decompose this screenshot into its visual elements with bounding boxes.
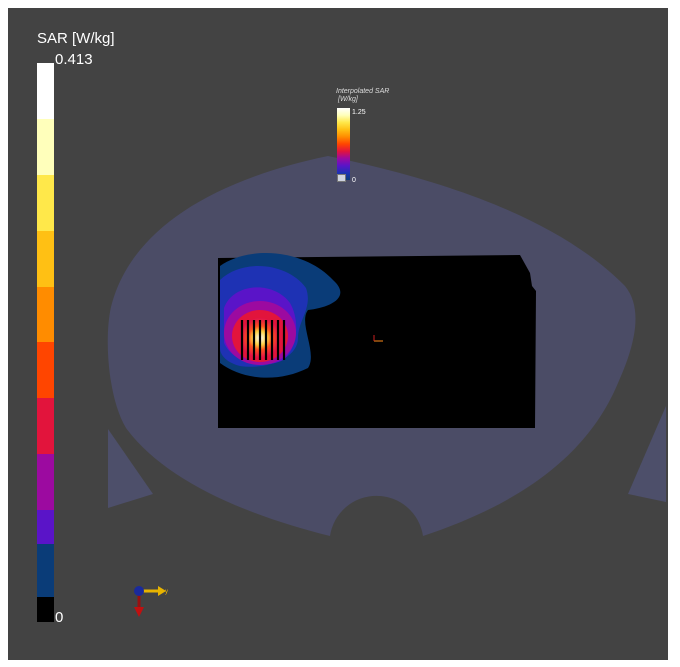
scene: y bbox=[107, 156, 666, 617]
axes-indicator bbox=[134, 586, 166, 617]
origin-marker bbox=[373, 335, 383, 342]
colorbar bbox=[37, 63, 54, 622]
mini-colorbar-max-label: 1.25 bbox=[352, 109, 366, 116]
antenna-array bbox=[240, 320, 286, 360]
phantom-left-wing bbox=[108, 429, 153, 508]
3d-viewport[interactable]: y SAR [W/kg] 0.413 0 Interpolated SAR [W… bbox=[8, 8, 668, 660]
colorbar-title: SAR [W/kg] bbox=[37, 30, 115, 47]
colorbar-max-label: 0.413 bbox=[55, 51, 93, 68]
mini-colorbar-min-label: 0 bbox=[352, 177, 356, 184]
mini-colorbar-gradient bbox=[337, 108, 350, 180]
phantom-right-wing bbox=[628, 406, 666, 502]
axis-y-label: y bbox=[165, 589, 168, 595]
colorbar-band-black bbox=[37, 597, 54, 622]
mini-colorbar-title: Interpolated SAR [W/kg] bbox=[336, 88, 390, 103]
expand-icon[interactable] bbox=[337, 174, 346, 182]
colorbar-band-navy bbox=[37, 544, 54, 597]
colorbar-min-label: 0 bbox=[55, 609, 64, 626]
